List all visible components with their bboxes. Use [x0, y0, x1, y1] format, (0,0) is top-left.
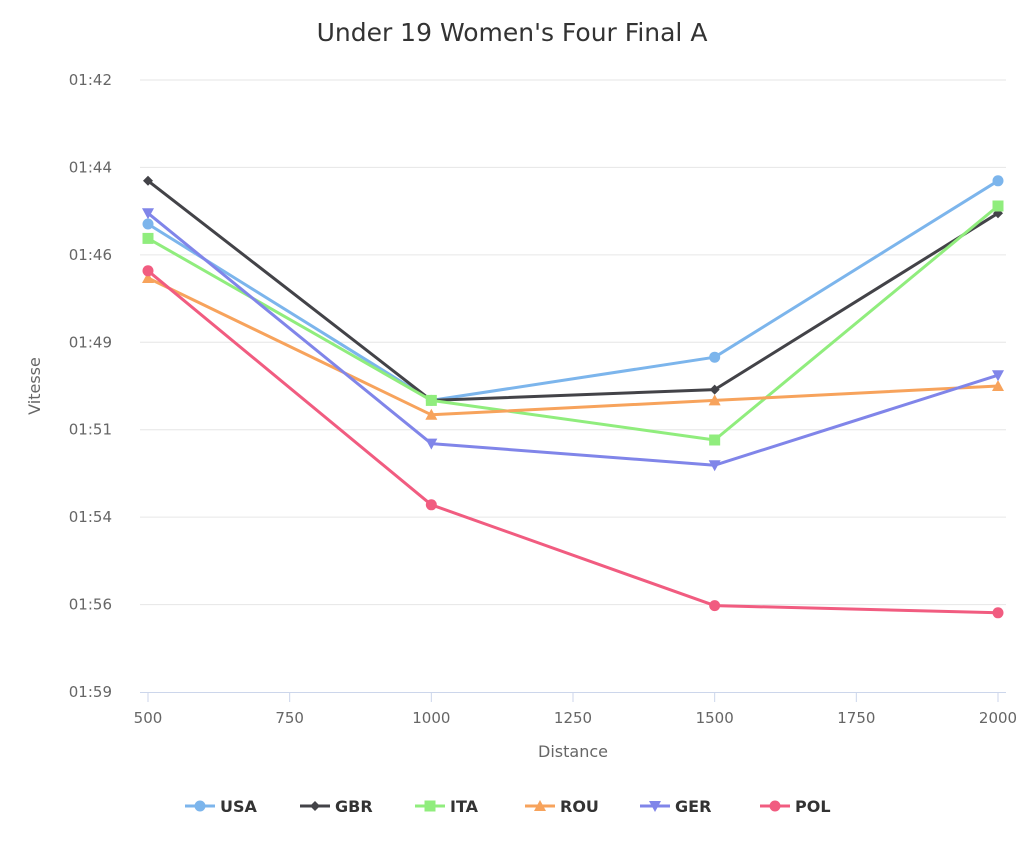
legend-marker[interactable] [534, 800, 546, 811]
series-gbr [143, 175, 1003, 406]
series-line [147, 179, 999, 402]
data-point[interactable] [425, 438, 438, 450]
x-tick-label: 1000 [412, 709, 450, 727]
series-ger [142, 208, 1004, 472]
legend-marker[interactable] [310, 801, 320, 811]
data-point[interactable] [142, 272, 154, 283]
y-tick-label: 01:46 [69, 246, 112, 264]
data-point[interactable] [425, 394, 437, 406]
chart-title: Under 19 Women's Four Final A [317, 18, 708, 47]
data-point[interactable] [425, 499, 437, 511]
legend-label: ITA [450, 797, 479, 816]
data-point[interactable] [992, 370, 1004, 382]
data-point[interactable] [992, 200, 1004, 212]
y-tick-label: 01:54 [69, 508, 112, 526]
legend-label: USA [220, 797, 258, 816]
data-point[interactable] [709, 384, 720, 395]
legend: USA GBR ITA ROU GER POL [185, 797, 831, 816]
legend-label: GER [675, 797, 711, 816]
x-tick-label: 500 [134, 709, 163, 727]
y-tick-label: 01:56 [69, 596, 112, 614]
y-tick-label: 01:51 [69, 421, 112, 439]
series-line [147, 276, 999, 417]
x-tick-label: 1750 [837, 709, 875, 727]
data-point[interactable] [142, 265, 154, 277]
legend-label: POL [795, 797, 831, 816]
x-tick-label: 1500 [696, 709, 734, 727]
y-tick-label: 01:59 [69, 683, 112, 701]
data-point[interactable] [709, 600, 721, 612]
legend-marker[interactable] [194, 800, 206, 812]
y-tick-label: 01:44 [69, 158, 112, 176]
x-axis: 500 750 1000 1250 1500 1750 2000 [134, 692, 1017, 727]
legend-item-pol[interactable]: POL [760, 797, 831, 816]
data-point[interactable] [992, 607, 1004, 619]
data-point[interactable] [142, 232, 154, 244]
x-tick-label: 750 [275, 709, 304, 727]
y-tick-label: 01:49 [69, 333, 112, 351]
legend-marker[interactable] [649, 801, 661, 812]
data-point[interactable] [708, 394, 721, 406]
legend-item-ita[interactable]: ITA [415, 797, 479, 816]
data-point[interactable] [142, 208, 154, 220]
x-axis-title: Distance [538, 742, 608, 761]
series-rou [142, 272, 1004, 420]
data-point[interactable] [992, 380, 1004, 391]
series-ita [142, 200, 1004, 446]
data-point[interactable] [142, 218, 154, 230]
data-point[interactable] [709, 434, 721, 446]
data-point[interactable] [709, 351, 721, 363]
y-axis: 01:42 01:44 01:46 01:49 01:51 01:54 01:56 01:59 [69, 71, 112, 701]
legend-label: GBR [335, 797, 373, 816]
legend-item-ger[interactable]: GER [640, 797, 711, 816]
legend-label: ROU [560, 797, 599, 816]
data-point[interactable] [992, 175, 1004, 187]
legend-marker[interactable] [769, 800, 781, 812]
data-point[interactable] [143, 175, 153, 186]
legend-item-gbr[interactable]: GBR [300, 797, 373, 816]
legend-item-usa[interactable]: USA [185, 797, 258, 816]
series-pol [142, 265, 1004, 619]
y-axis-title: Vitesse [25, 357, 44, 415]
series-line [147, 269, 999, 615]
legend-marker[interactable] [424, 800, 436, 812]
x-tick-label: 2000 [979, 709, 1017, 727]
y-tick-label: 01:42 [69, 71, 112, 89]
data-point[interactable] [708, 460, 721, 472]
data-point[interactable] [425, 408, 438, 420]
series-group [142, 175, 1004, 619]
series-line [147, 179, 999, 402]
series-line [147, 212, 999, 467]
grid [140, 79, 1006, 606]
series-line [147, 204, 999, 442]
legend-item-rou[interactable]: ROU [525, 797, 599, 816]
x-tick-label: 1250 [554, 709, 592, 727]
